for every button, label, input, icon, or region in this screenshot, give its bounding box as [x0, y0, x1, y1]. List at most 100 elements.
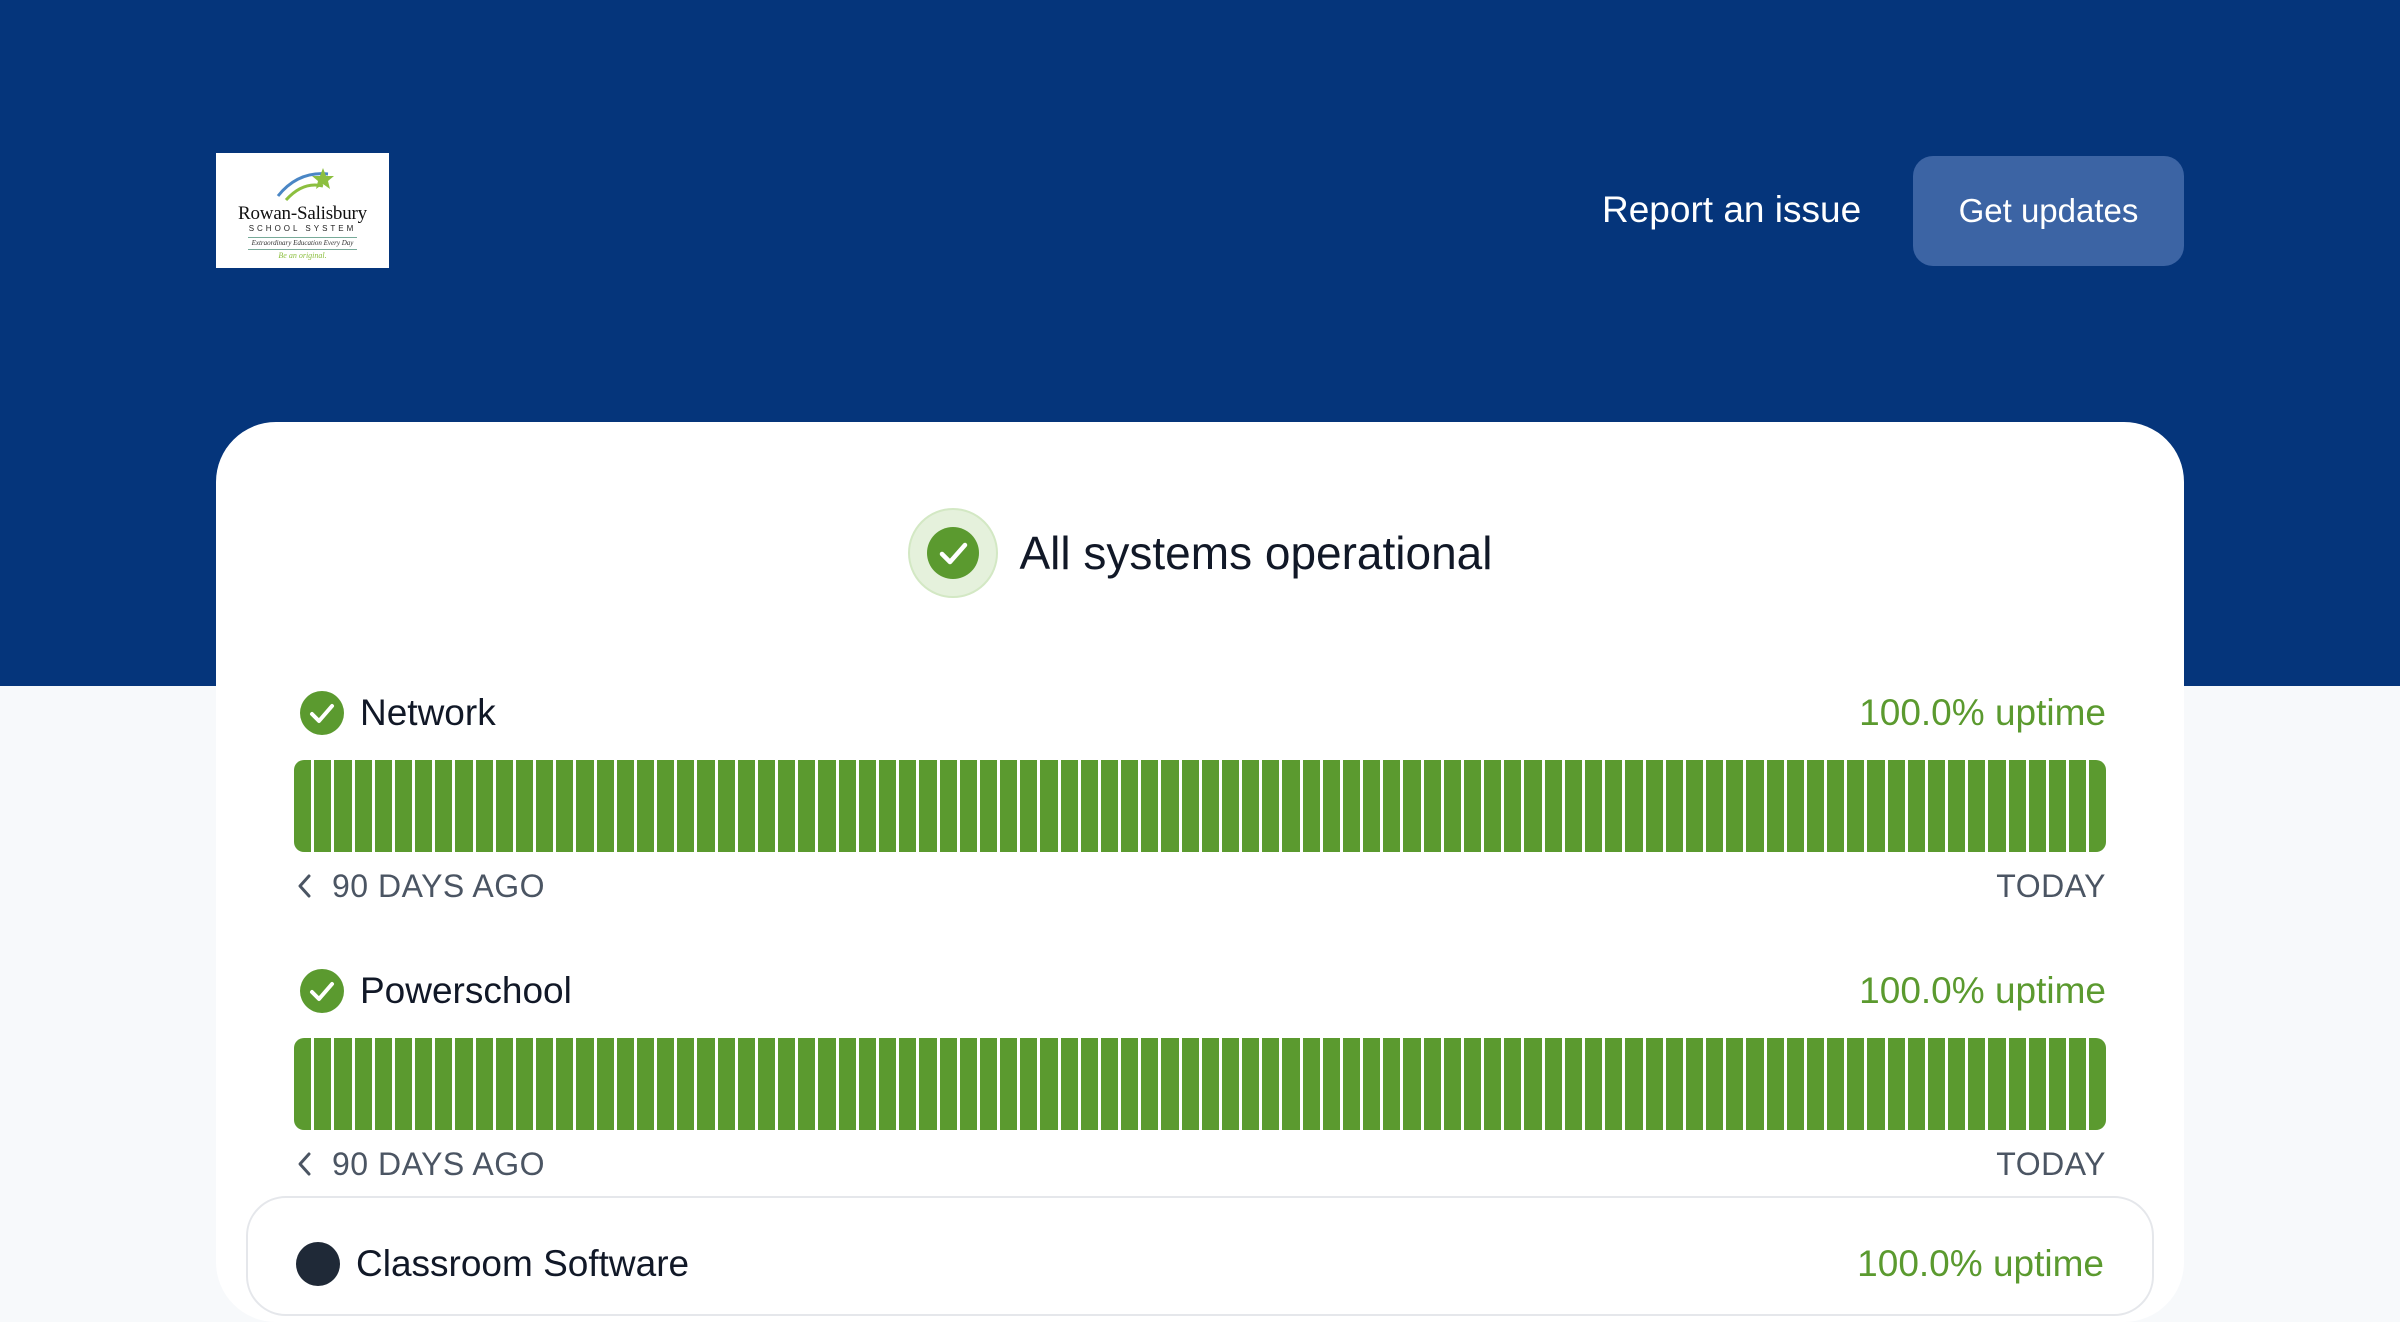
uptime-day-segment[interactable]	[576, 760, 594, 852]
uptime-day-segment[interactable]	[1665, 760, 1683, 852]
school-logo[interactable]: Rowan-Salisbury SCHOOL SYSTEM Extraordin…	[216, 153, 389, 268]
uptime-day-segment[interactable]	[1927, 1038, 1946, 1130]
uptime-day-segment[interactable]	[858, 1038, 876, 1130]
uptime-day-segment[interactable]	[1605, 1038, 1623, 1130]
uptime-day-segment[interactable]	[2069, 1038, 2087, 1130]
uptime-day-segment[interactable]	[1080, 1038, 1098, 1130]
uptime-day-segment[interactable]	[1605, 760, 1623, 852]
uptime-day-segment[interactable]	[1484, 760, 1502, 852]
chevron-left-icon[interactable]	[294, 1149, 314, 1179]
uptime-day-segment[interactable]	[536, 760, 554, 852]
uptime-day-segment[interactable]	[959, 760, 977, 852]
uptime-day-segment[interactable]	[2028, 760, 2046, 852]
uptime-day-segment[interactable]	[1423, 1038, 1441, 1130]
uptime-day-segment[interactable]	[2028, 1038, 2046, 1130]
uptime-day-segment[interactable]	[737, 760, 755, 852]
uptime-day-segment[interactable]	[1363, 760, 1381, 852]
uptime-day-segment[interactable]	[1463, 1038, 1482, 1130]
uptime-day-segment[interactable]	[495, 760, 513, 852]
uptime-day-segment[interactable]	[1746, 760, 1764, 852]
uptime-day-segment[interactable]	[2048, 1038, 2067, 1130]
uptime-day-segment[interactable]	[1443, 1038, 1461, 1130]
uptime-day-segment[interactable]	[1242, 1038, 1260, 1130]
uptime-day-segment[interactable]	[576, 1038, 594, 1130]
uptime-day-segment[interactable]	[757, 760, 776, 852]
uptime-day-segment[interactable]	[1403, 760, 1421, 852]
uptime-day-segment[interactable]	[294, 760, 312, 852]
uptime-day-segment[interactable]	[2008, 760, 2026, 852]
chevron-left-icon[interactable]	[294, 871, 314, 901]
uptime-day-segment[interactable]	[1484, 1038, 1502, 1130]
uptime-day-segment[interactable]	[495, 1038, 513, 1130]
uptime-day-segment[interactable]	[374, 760, 392, 852]
uptime-day-segment[interactable]	[899, 760, 917, 852]
uptime-day-segment[interactable]	[1040, 1038, 1058, 1130]
uptime-day-segment[interactable]	[1100, 760, 1119, 852]
uptime-day-segment[interactable]	[636, 760, 655, 852]
uptime-day-segment[interactable]	[1342, 1038, 1361, 1130]
uptime-day-segment[interactable]	[1645, 760, 1663, 852]
uptime-day-segment[interactable]	[1564, 1038, 1582, 1130]
uptime-day-segment[interactable]	[858, 760, 876, 852]
uptime-day-segment[interactable]	[1060, 1038, 1078, 1130]
uptime-day-segment[interactable]	[314, 1038, 332, 1130]
uptime-day-segment[interactable]	[1363, 1038, 1381, 1130]
uptime-day-segment[interactable]	[899, 1038, 917, 1130]
uptime-day-segment[interactable]	[354, 760, 372, 852]
uptime-day-segment[interactable]	[1786, 1038, 1804, 1130]
report-issue-link[interactable]: Report an issue	[1602, 189, 1862, 230]
uptime-day-segment[interactable]	[1242, 760, 1260, 852]
uptime-day-segment[interactable]	[1201, 1038, 1219, 1130]
uptime-day-segment[interactable]	[1423, 760, 1441, 852]
component-group[interactable]: Classroom Software 100.0% uptime	[246, 1196, 2154, 1316]
uptime-day-segment[interactable]	[374, 1038, 392, 1130]
uptime-day-segment[interactable]	[1907, 1038, 1925, 1130]
uptime-day-segment[interactable]	[1121, 1038, 1139, 1130]
uptime-day-segment[interactable]	[1383, 760, 1401, 852]
uptime-day-segment[interactable]	[1302, 760, 1320, 852]
uptime-day-segment[interactable]	[1786, 760, 1804, 852]
uptime-day-segment[interactable]	[818, 1038, 836, 1130]
uptime-day-segment[interactable]	[1806, 1038, 1825, 1130]
uptime-day-segment[interactable]	[1544, 760, 1562, 852]
uptime-day-segment[interactable]	[1040, 760, 1058, 852]
uptime-day-segment[interactable]	[1504, 1038, 1522, 1130]
uptime-day-segment[interactable]	[1665, 1038, 1683, 1130]
uptime-day-segment[interactable]	[677, 760, 695, 852]
uptime-day-segment[interactable]	[1625, 1038, 1643, 1130]
uptime-day-segment[interactable]	[1161, 1038, 1179, 1130]
uptime-day-segment[interactable]	[1766, 1038, 1784, 1130]
uptime-day-segment[interactable]	[1867, 1038, 1885, 1130]
uptime-day-segment[interactable]	[1221, 760, 1240, 852]
uptime-day-segment[interactable]	[697, 760, 715, 852]
uptime-day-segment[interactable]	[394, 760, 413, 852]
uptime-day-segment[interactable]	[1524, 1038, 1542, 1130]
uptime-day-segment[interactable]	[455, 1038, 473, 1130]
uptime-day-segment[interactable]	[1806, 760, 1825, 852]
uptime-day-segment[interactable]	[2089, 1038, 2106, 1130]
uptime-day-segment[interactable]	[778, 760, 796, 852]
uptime-day-segment[interactable]	[1181, 1038, 1199, 1130]
uptime-day-segment[interactable]	[1282, 1038, 1300, 1130]
uptime-day-segment[interactable]	[1645, 1038, 1663, 1130]
uptime-day-segment[interactable]	[1262, 1038, 1280, 1130]
uptime-day-segment[interactable]	[697, 1038, 715, 1130]
uptime-day-segment[interactable]	[415, 1038, 433, 1130]
uptime-day-segment[interactable]	[556, 760, 574, 852]
uptime-day-segment[interactable]	[677, 1038, 695, 1130]
uptime-day-segment[interactable]	[878, 760, 897, 852]
uptime-day-segment[interactable]	[1685, 1038, 1704, 1130]
uptime-day-segment[interactable]	[798, 760, 816, 852]
uptime-day-segment[interactable]	[818, 760, 836, 852]
uptime-day-segment[interactable]	[1302, 1038, 1320, 1130]
uptime-day-segment[interactable]	[1463, 760, 1482, 852]
get-updates-button[interactable]: Get updates	[1913, 156, 2184, 266]
uptime-day-segment[interactable]	[596, 760, 614, 852]
uptime-day-segment[interactable]	[1706, 1038, 1724, 1130]
uptime-day-segment[interactable]	[455, 760, 473, 852]
uptime-day-segment[interactable]	[717, 760, 735, 852]
uptime-day-segment[interactable]	[1827, 760, 1845, 852]
uptime-day-segment[interactable]	[1181, 760, 1199, 852]
uptime-day-segment[interactable]	[1907, 760, 1925, 852]
uptime-day-segment[interactable]	[838, 760, 856, 852]
